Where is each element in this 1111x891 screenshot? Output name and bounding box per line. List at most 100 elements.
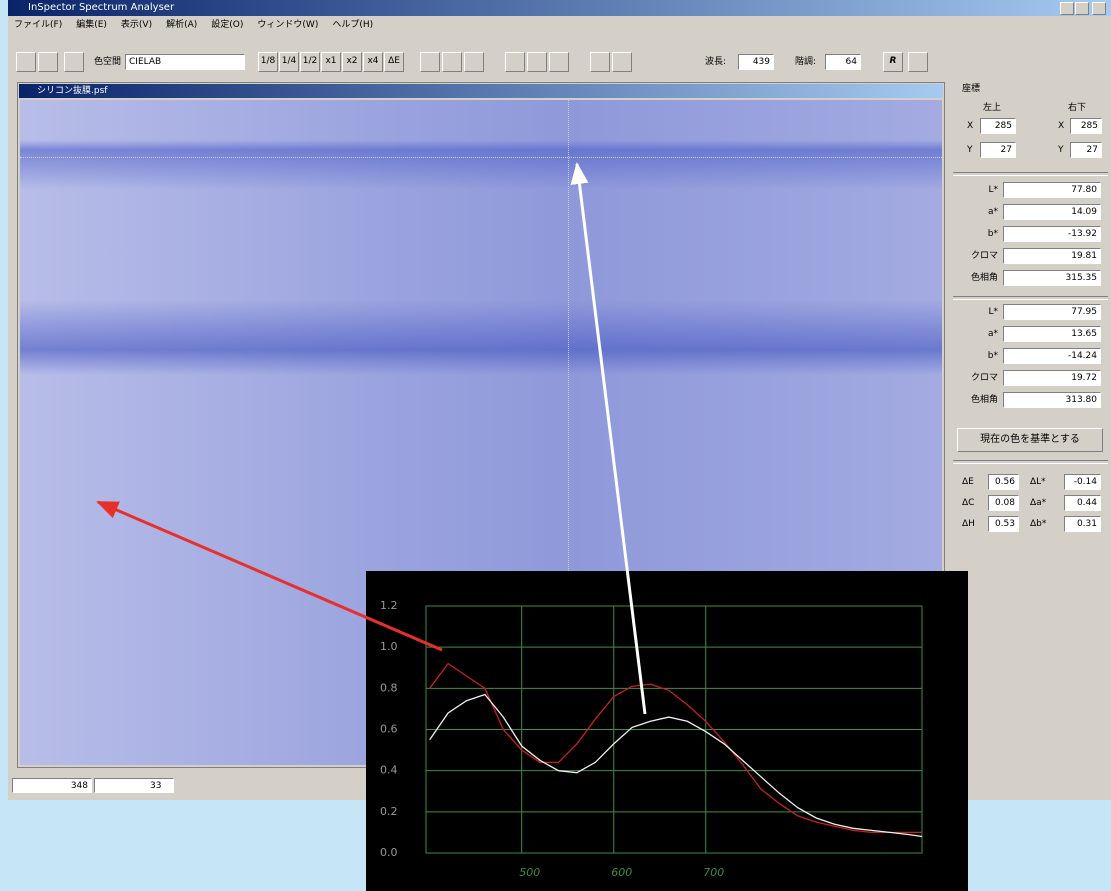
delta-label: ΔH xyxy=(962,519,975,529)
wavelength-label: 波長: xyxy=(705,57,727,67)
color-label: クロマ xyxy=(970,373,998,383)
title-bar: InSpector Spectrum Analyser xyxy=(8,0,1111,16)
menu-item[interactable]: ヘルプ(H) xyxy=(332,20,374,30)
colorspace-label: 色空間 xyxy=(94,57,122,67)
color-field: 313.80 xyxy=(1003,392,1101,408)
color-label: b* xyxy=(987,229,998,239)
tool-button[interactable] xyxy=(590,52,610,72)
coord-field: 285 xyxy=(1070,118,1102,134)
spectrum-chart: 0.0 0.2 0.4 0.6 0.8 1.0 1.2 500 600 700 xyxy=(366,571,968,891)
y-tick-label: 0.4 xyxy=(380,764,398,777)
delta-field: 0.56 xyxy=(988,474,1019,490)
spectrum-line xyxy=(429,693,923,838)
delta-label: ΔC xyxy=(962,498,975,508)
color-label: L* xyxy=(988,185,998,195)
separator xyxy=(953,172,1108,176)
color-field: 19.81 xyxy=(1003,248,1101,264)
r-button[interactable]: R xyxy=(883,52,903,72)
coord-label: X xyxy=(1058,121,1065,131)
gradation-label: 階調: xyxy=(795,57,817,67)
new-button[interactable] xyxy=(16,52,36,72)
wavelength-field[interactable]: 439 xyxy=(738,54,774,70)
y-tick-label: 0.6 xyxy=(380,723,398,736)
tool-button[interactable] xyxy=(549,52,569,72)
zoom-button[interactable]: 1/4 xyxy=(279,52,299,72)
crosshair-h xyxy=(20,157,942,158)
y-tick-label: 0.2 xyxy=(380,805,398,818)
y-tick-label: 0.8 xyxy=(380,681,398,694)
top-left-label: 左上 xyxy=(983,103,1002,113)
zoom-button[interactable]: 1/8 xyxy=(258,52,278,72)
menu-item[interactable]: ウィンドウ(W) xyxy=(257,20,319,30)
colorspace-select[interactable]: CIELAB xyxy=(125,54,245,70)
coord-field: 27 xyxy=(980,142,1016,158)
zoom-button[interactable]: x1 xyxy=(321,52,341,72)
spectrum-line xyxy=(429,662,922,834)
tool-button[interactable] xyxy=(464,52,484,72)
tool-button[interactable] xyxy=(527,52,547,72)
tool-button[interactable] xyxy=(612,52,632,72)
menu-item[interactable]: ファイル(F) xyxy=(14,20,63,30)
color-field: 19.72 xyxy=(1003,370,1101,386)
menu-bar: ファイル(F) 編集(E) 表示(V) 解析(A) 設定(O) ウィンドウ(W) ヘルプ(H… xyxy=(14,18,387,32)
x-tick-label: 700 xyxy=(703,866,724,879)
gradation-field[interactable]: 64 xyxy=(825,54,861,70)
delta-label: Δb* xyxy=(1030,519,1047,529)
zoom-button[interactable]: 1/2 xyxy=(300,52,320,72)
coord-field: 27 xyxy=(1070,142,1102,158)
separator xyxy=(953,296,1108,300)
color-label: クロマ xyxy=(970,251,998,261)
x-tick-label: 500 xyxy=(519,866,540,879)
color-label: b* xyxy=(987,351,998,361)
color-label: a* xyxy=(987,207,998,217)
zoom-button[interactable]: x4 xyxy=(363,52,383,72)
delta-field: 0.44 xyxy=(1064,495,1101,511)
document-title: シリコン抜膜.psf xyxy=(37,86,108,96)
menu-item[interactable]: 解析(A) xyxy=(166,20,198,30)
reference-button[interactable]: 現在の色を基準とする xyxy=(957,428,1103,452)
maximize-button[interactable] xyxy=(1075,2,1089,15)
color-field: 315.35 xyxy=(1003,270,1101,286)
color-label: L* xyxy=(988,307,998,317)
color-field: 77.95 xyxy=(1003,304,1101,320)
zoom-button[interactable]: x2 xyxy=(342,52,362,72)
delta-label: ΔE xyxy=(962,477,974,487)
color-field: -13.92 xyxy=(1003,226,1101,242)
tool-button[interactable] xyxy=(505,52,525,72)
delta-field: -0.14 xyxy=(1064,474,1101,490)
status-y: 33 xyxy=(94,778,174,793)
crosshair-v xyxy=(568,100,569,765)
y-tick-label: 1.0 xyxy=(380,640,398,653)
color-label: a* xyxy=(987,329,998,339)
y-tick-label: 1.2 xyxy=(380,599,398,612)
open-button[interactable] xyxy=(38,52,58,72)
menu-item[interactable]: 表示(V) xyxy=(120,20,153,30)
delta-label: ΔL* xyxy=(1030,477,1046,487)
minimize-button[interactable] xyxy=(1060,2,1074,15)
delta-field: 0.53 xyxy=(988,516,1019,532)
y-tick-label: 0.0 xyxy=(380,846,398,859)
separator xyxy=(953,460,1108,464)
tool-button[interactable] xyxy=(442,52,462,72)
tool-button[interactable] xyxy=(420,52,440,72)
menu-item[interactable]: 設定(O) xyxy=(211,20,244,30)
zoom-button[interactable]: ΔE xyxy=(384,52,404,72)
color-label: 色相角 xyxy=(970,273,998,283)
menu-item[interactable]: 編集(E) xyxy=(76,20,107,30)
document-title-bar: シリコン抜膜.psf xyxy=(19,84,943,98)
color-label: 色相角 xyxy=(970,395,998,405)
status-x: 348 xyxy=(12,778,92,793)
color-field: 77.80 xyxy=(1003,182,1101,198)
swap-button[interactable] xyxy=(908,52,928,72)
delta-field: 0.08 xyxy=(988,495,1019,511)
coords-title: 座標 xyxy=(962,84,981,94)
coord-label: Y xyxy=(1058,145,1064,155)
close-button[interactable] xyxy=(1092,2,1106,15)
coord-label: Y xyxy=(967,145,973,155)
help-button[interactable] xyxy=(64,52,84,72)
bottom-right-label: 右下 xyxy=(1068,103,1087,113)
delta-field: 0.31 xyxy=(1064,516,1101,532)
coord-label: X xyxy=(967,121,974,131)
color-field: -14.24 xyxy=(1003,348,1101,364)
